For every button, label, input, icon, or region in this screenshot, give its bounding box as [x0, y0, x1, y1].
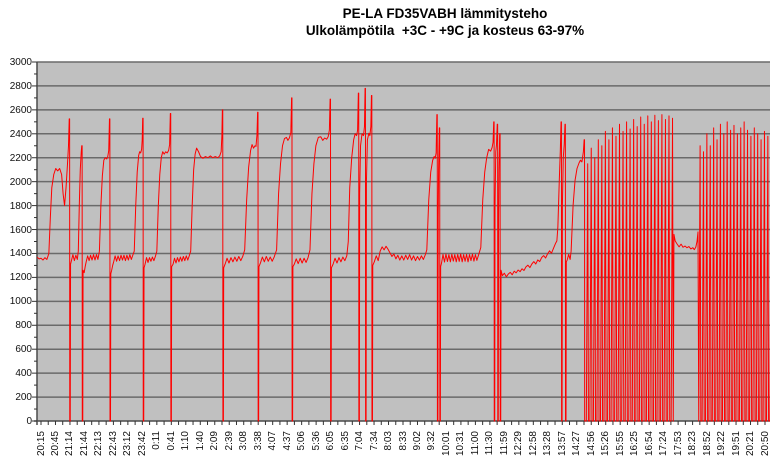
x-tick-label: 5:36 [310, 431, 322, 451]
x-tick-label: 2:39 [223, 431, 235, 451]
y-tick-label: 0 [26, 416, 32, 427]
x-tick-label: 11:00 [469, 431, 481, 456]
x-tick-label: 10:01 [440, 431, 452, 457]
x-tick-label: 18:52 [701, 431, 713, 457]
series-line [37, 87, 770, 422]
x-tick-label: 4:37 [281, 431, 293, 451]
x-tick-label: 20:21 [745, 431, 757, 457]
y-tick-label: 2600 [9, 104, 32, 116]
x-tick-label: 16:54 [643, 431, 655, 457]
x-tick-label: 20:45 [49, 431, 61, 457]
x-tick-label: 9:02 [411, 431, 423, 451]
x-tick-label: 7:04 [354, 431, 366, 451]
x-tick-label: 7:34 [368, 431, 380, 451]
x-tick-label: 17:24 [658, 431, 670, 457]
x-tick-label: 16:25 [629, 431, 641, 457]
x-tick-label: 18:23 [687, 431, 699, 457]
y-tick-label: 2800 [9, 80, 32, 92]
chart-subtitle: Ulkolämpötila +3C - +9C ja kosteus 63-97… [305, 23, 585, 38]
x-tick-label: 20:15 [35, 431, 47, 457]
x-tick-label: 4:07 [267, 431, 279, 451]
x-tick-label: 11:59 [498, 431, 510, 456]
y-tick-label: 2000 [9, 176, 32, 188]
x-tick-label: 8:33 [397, 431, 409, 451]
y-tick-label: 1400 [9, 248, 32, 260]
x-tick-label: 22:43 [107, 431, 119, 457]
x-tick-label: 1:10 [180, 431, 192, 451]
y-tick-label: 1000 [9, 296, 32, 308]
x-tick-label: 20:50 [759, 431, 771, 457]
x-tick-label: 5:06 [296, 431, 308, 451]
y-tick-label: 1800 [9, 200, 32, 212]
x-tick-label: 3:08 [238, 431, 250, 451]
x-tick-label: 10:31 [455, 431, 467, 457]
x-tick-label: 13:57 [556, 431, 568, 457]
x-tick-label: 15:55 [614, 431, 626, 457]
x-tick-label: 14:27 [571, 431, 583, 457]
x-tick-label: 22:13 [93, 431, 105, 457]
y-tick-label: 3000 [9, 57, 32, 68]
chart-title: PE-LA FD35VABH lämmitysteho [342, 6, 548, 21]
x-tick-label: 23:42 [136, 431, 148, 457]
x-tick-label: 2:09 [209, 431, 221, 451]
x-tick-label: 21:14 [64, 431, 76, 457]
x-tick-label: 6:05 [325, 431, 337, 451]
x-tick-label: 3:38 [252, 431, 264, 451]
x-tick-label: 19:22 [716, 431, 728, 457]
y-tick-label: 600 [15, 344, 32, 356]
x-tick-label: 6:35 [339, 431, 351, 451]
x-tick-label: 11:30 [484, 431, 496, 456]
x-tick-label: 21:44 [78, 431, 90, 457]
y-tick-label: 2200 [9, 152, 32, 164]
x-tick-label: 23:12 [122, 431, 134, 457]
y-tick-label: 800 [15, 320, 32, 332]
x-tick-label: 17:53 [672, 431, 684, 457]
x-tick-label: 9:32 [426, 431, 438, 451]
x-tick-label: 13:28 [542, 431, 554, 457]
y-tick-label: 1200 [9, 272, 32, 284]
x-tick-label: 15:26 [600, 431, 612, 457]
y-tick-label: 400 [15, 368, 32, 380]
y-tick-label: 1600 [9, 224, 32, 236]
x-tick-label: 19:51 [730, 431, 742, 457]
y-tick-label: 200 [15, 392, 32, 404]
x-tick-label: 14:56 [585, 431, 597, 457]
x-tick-label: 12:58 [527, 431, 539, 457]
x-tick-label: 0:41 [165, 431, 177, 451]
x-tick-label: 8:03 [383, 431, 395, 451]
y-tick-label: 2400 [9, 128, 32, 140]
x-tick-label: 12:29 [513, 431, 525, 457]
x-tick-label: 1:40 [194, 431, 206, 451]
x-tick-label: 0:11 [151, 431, 163, 450]
